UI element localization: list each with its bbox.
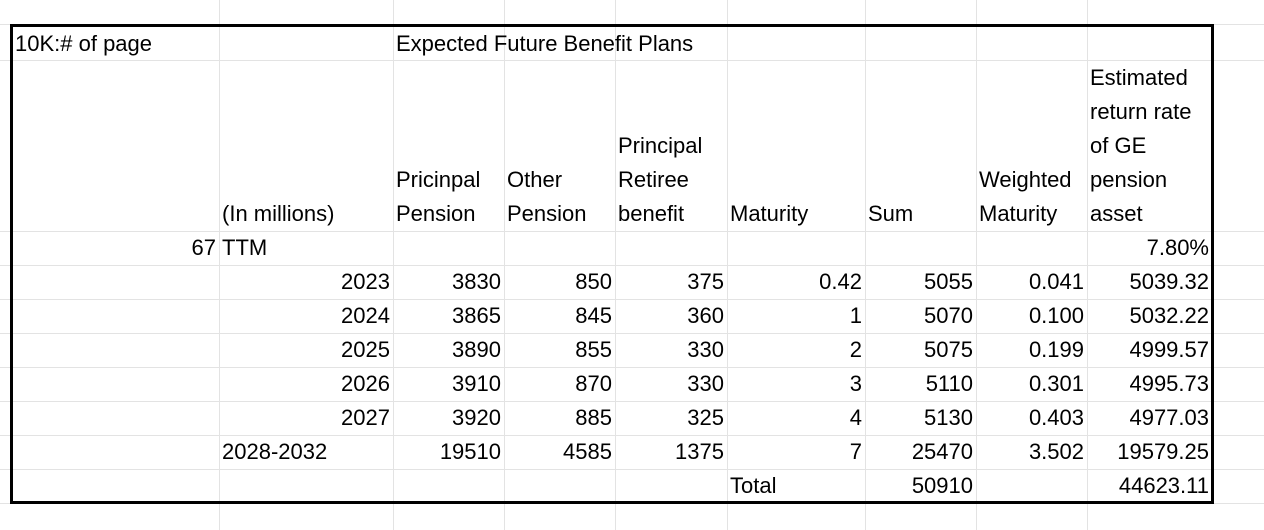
- gridline: [0, 60, 1264, 61]
- cell-present-value[interactable]: 4977.03: [1129, 405, 1209, 430]
- cell-total-present-value[interactable]: 44623.11: [1118, 473, 1209, 498]
- gridline: [0, 24, 1264, 25]
- cell-retiree-benefit[interactable]: 360: [687, 303, 724, 328]
- gridline: [0, 367, 1264, 368]
- cell-principal-pension[interactable]: 3830: [452, 269, 501, 294]
- cell-present-value[interactable]: 19579.25: [1117, 439, 1209, 464]
- cell-sum[interactable]: 5110: [925, 371, 973, 396]
- cell-year[interactable]: 2028-2032: [222, 439, 328, 464]
- gridline: [0, 503, 1264, 504]
- cell-present-value[interactable]: 5039.32: [1129, 269, 1209, 294]
- cell-plan-title[interactable]: Expected Future Benefit Plans: [396, 31, 694, 56]
- header-sum[interactable]: Sum: [868, 201, 914, 226]
- cell-year[interactable]: 2023: [341, 269, 390, 294]
- cell-principal-pension[interactable]: 3920: [452, 405, 501, 430]
- cell-ttm-label[interactable]: TTM: [222, 235, 268, 260]
- cell-page-label[interactable]: 10K:# of page: [15, 31, 153, 56]
- gridline: [0, 231, 1264, 232]
- cell-sum[interactable]: 5130: [924, 405, 973, 430]
- cell-retiree-benefit[interactable]: 330: [687, 371, 724, 396]
- cell-page-number[interactable]: 67: [191, 235, 216, 260]
- header-in-millions[interactable]: (In millions): [222, 201, 335, 226]
- cell-principal-pension[interactable]: 3910: [452, 371, 501, 396]
- header-retiree-benefit[interactable]: Principal Retiree benefit: [618, 133, 703, 226]
- cell-weighted-maturity[interactable]: 3.502: [1028, 439, 1084, 464]
- cell-total-sum[interactable]: 50910: [911, 473, 973, 498]
- cell-sum[interactable]: 5075: [924, 337, 973, 362]
- cell-retiree-benefit[interactable]: 375: [687, 269, 724, 294]
- gridline: [0, 333, 1264, 334]
- cell-other-pension[interactable]: 845: [575, 303, 612, 328]
- cell-return-rate[interactable]: 7.80%: [1146, 235, 1209, 260]
- gridline: [0, 299, 1264, 300]
- cell-maturity[interactable]: 1: [849, 303, 862, 328]
- cell-other-pension[interactable]: 4585: [563, 439, 612, 464]
- cell-present-value[interactable]: 5032.22: [1129, 303, 1209, 328]
- header-weighted-maturity[interactable]: Weighted Maturity: [979, 167, 1072, 226]
- cell-other-pension[interactable]: 855: [575, 337, 612, 362]
- cell-weighted-maturity[interactable]: 0.041: [1028, 269, 1084, 294]
- cell-year[interactable]: 2026: [341, 371, 390, 396]
- cell-weighted-maturity[interactable]: 0.100: [1028, 303, 1084, 328]
- cell-present-value[interactable]: 4995.73: [1129, 371, 1209, 396]
- cell-maturity[interactable]: 2: [849, 337, 862, 362]
- cell-other-pension[interactable]: 870: [575, 371, 612, 396]
- header-principal-pension[interactable]: Pricinpal Pension: [396, 167, 481, 226]
- cell-other-pension[interactable]: 850: [575, 269, 612, 294]
- cell-sum[interactable]: 5070: [924, 303, 973, 328]
- gridline: [0, 435, 1264, 436]
- cell-weighted-maturity[interactable]: 0.403: [1028, 405, 1084, 430]
- header-maturity[interactable]: Maturity: [730, 201, 809, 226]
- cell-year[interactable]: 2027: [341, 405, 390, 430]
- cell-maturity[interactable]: 7: [849, 439, 862, 464]
- cell-sum[interactable]: 5055: [924, 269, 973, 294]
- cell-principal-pension[interactable]: 3890: [452, 337, 501, 362]
- cell-weighted-maturity[interactable]: 0.199: [1028, 337, 1084, 362]
- cell-year[interactable]: 2024: [341, 303, 390, 328]
- gridline: [0, 401, 1264, 402]
- cell-present-value[interactable]: 4999.57: [1129, 337, 1209, 362]
- gridline: [0, 469, 1264, 470]
- cell-maturity[interactable]: 0.42: [819, 269, 862, 294]
- cell-total-label[interactable]: Total: [730, 473, 777, 498]
- cell-other-pension[interactable]: 885: [575, 405, 612, 430]
- cell-year[interactable]: 2025: [341, 337, 390, 362]
- cell-sum[interactable]: 25470: [911, 439, 973, 464]
- cell-maturity[interactable]: 3: [849, 371, 862, 396]
- gridline: [0, 265, 1264, 266]
- header-other-pension[interactable]: Other Pension: [507, 167, 587, 226]
- cell-retiree-benefit[interactable]: 325: [687, 405, 724, 430]
- cell-retiree-benefit[interactable]: 330: [687, 337, 724, 362]
- cell-maturity[interactable]: 4: [849, 405, 862, 430]
- cell-principal-pension[interactable]: 3865: [452, 303, 501, 328]
- cell-principal-pension[interactable]: 19510: [439, 439, 501, 464]
- header-return-rate[interactable]: Estimated return rate of GE pension asse…: [1090, 65, 1192, 226]
- cell-weighted-maturity[interactable]: 0.301: [1028, 371, 1084, 396]
- cell-retiree-benefit[interactable]: 1375: [675, 439, 724, 464]
